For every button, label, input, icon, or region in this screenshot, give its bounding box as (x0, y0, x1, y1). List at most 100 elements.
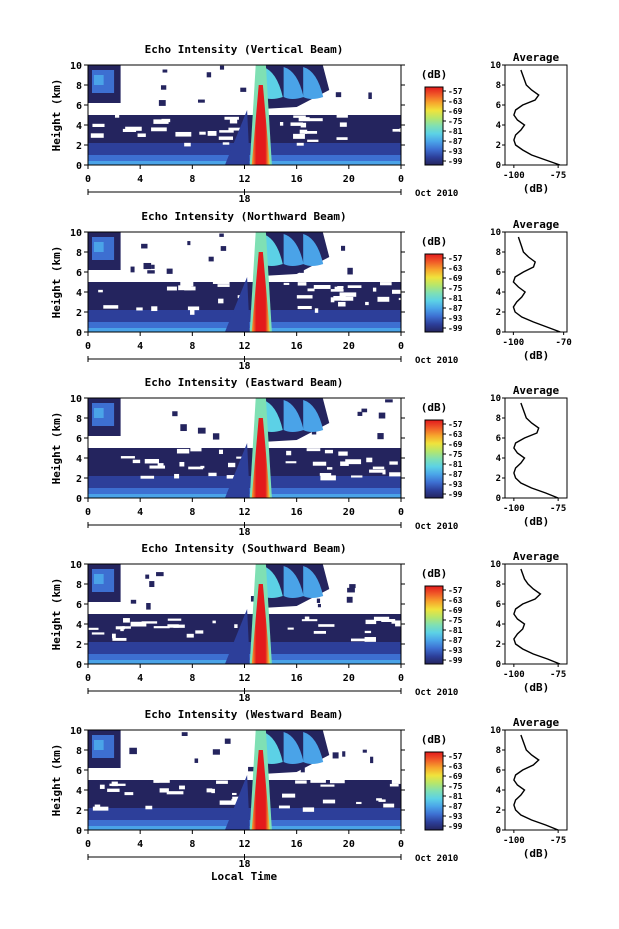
colorbar-tick-label: -93 (448, 314, 463, 323)
colorbar-tick-label: -99 (448, 324, 463, 333)
echo-gap (392, 289, 402, 294)
echo-gap (145, 805, 153, 810)
echo-gap (112, 637, 127, 641)
y-tick-label: 0 (76, 161, 82, 172)
date-tick-label: 18 (238, 194, 250, 205)
x-tick-label: 12 (238, 341, 250, 352)
echo-gap (228, 127, 241, 131)
x-tick-label: 16 (291, 341, 303, 352)
upper-echo-fleck (143, 262, 152, 270)
echo-gap (382, 471, 386, 475)
average-y-tick-label: 4 (496, 121, 502, 131)
y-tick-label: 6 (76, 434, 82, 445)
average-y-tick-label: 4 (496, 288, 502, 298)
convective-core (251, 584, 270, 664)
echo-gap (161, 118, 171, 123)
echo-gap (378, 799, 386, 802)
echo-gap (309, 118, 323, 122)
convective-core (251, 252, 270, 332)
y-tick-label: 8 (76, 81, 82, 92)
colorbar-tick-label: -63 (448, 762, 463, 771)
echo-gap (319, 473, 332, 476)
echo-gap (301, 619, 318, 622)
colorbar-tick-label: -57 (448, 254, 463, 263)
colorbar-tick-label: -99 (448, 822, 463, 831)
colorbar-label: (dB) (421, 68, 448, 81)
y-tick-label: 8 (76, 414, 82, 425)
echo-gap (176, 448, 190, 454)
colorbar-tick-label: -63 (448, 430, 463, 439)
x-tick-label: 16 (291, 174, 303, 185)
upper-echo-fleck (378, 412, 386, 419)
echo-gap (122, 626, 131, 629)
echo-gap (92, 806, 109, 811)
echo-gap (167, 624, 179, 628)
colorbar-tick-label: -99 (448, 656, 463, 665)
echo-gap (218, 136, 234, 140)
colorbar-tick-label: -63 (448, 264, 463, 273)
colorbar (424, 585, 444, 665)
echo-gap (114, 114, 120, 118)
date-axis-label: Oct 2010 (415, 189, 458, 199)
convective-core (251, 85, 270, 165)
echo-gap (90, 133, 104, 138)
echo-gap (208, 472, 217, 477)
anvil-streak (303, 566, 324, 598)
convective-core (251, 418, 270, 498)
y-tick-label: 4 (76, 121, 82, 132)
echo-gap (211, 788, 215, 794)
upper-echo-fleck (347, 267, 353, 275)
echo-gap (188, 466, 204, 470)
echo-gap (212, 620, 216, 624)
colorbar-tick-label: -69 (448, 606, 463, 615)
echo-gap (295, 780, 307, 784)
x-tick-label: 4 (137, 174, 143, 185)
panel-title: Echo Intensity (Westward Beam) (145, 708, 344, 721)
y-axis-label: Height (km) (50, 79, 63, 152)
echo-gap (149, 465, 166, 469)
upper-echo-fleck (368, 92, 372, 100)
echo-gap (180, 281, 194, 287)
upper-echo-fleck (206, 72, 212, 78)
upper-echo-fleck (317, 603, 321, 608)
average-y-tick-label: 6 (496, 101, 501, 111)
echo-gap (218, 449, 223, 455)
average-title: Average (513, 716, 560, 729)
average-y-tick-label: 4 (496, 454, 502, 464)
date-axis-label: Oct 2010 (415, 688, 458, 698)
upper-echo-fleck (181, 732, 188, 736)
upper-echo-fleck (212, 749, 220, 755)
echo-gap (234, 624, 238, 629)
date-axis-label: Oct 2010 (415, 522, 458, 532)
echo-gap (125, 126, 142, 131)
upper-echo-fleck (145, 574, 150, 579)
y-tick-label: 10 (70, 394, 82, 405)
panel-title: Echo Intensity (Eastward Beam) (145, 376, 344, 389)
average-title: Average (513, 550, 560, 563)
echo-gap (369, 469, 386, 473)
colorbar-tick-label: -87 (448, 470, 463, 479)
upper-echo-fleck (361, 408, 368, 413)
echo-gap (313, 285, 331, 289)
upper-echo-fleck (197, 99, 205, 103)
colorbar-tick-label: -87 (448, 802, 463, 811)
upper-echo-fleck (335, 92, 342, 98)
echo-gap (320, 784, 335, 787)
colorbar-tick-label: -93 (448, 812, 463, 821)
average-y-tick-label: 10 (490, 394, 501, 404)
echo-gap (190, 309, 195, 315)
y-tick-label: 6 (76, 268, 82, 279)
echo-gap (219, 130, 234, 133)
date-axis-label: Oct 2010 (415, 854, 458, 864)
y-tick-label: 2 (76, 640, 82, 651)
echo-gap (338, 451, 348, 456)
colorbar-tick-label: -87 (448, 304, 463, 313)
echo-gap (107, 788, 120, 792)
echo-gap (212, 281, 230, 284)
y-tick-label: 2 (76, 141, 82, 152)
echo-gap (339, 122, 347, 127)
anvil-streak (262, 566, 283, 598)
x-tick-label: 8 (189, 839, 195, 850)
panel-title: Echo Intensity (Northward Beam) (141, 210, 346, 223)
